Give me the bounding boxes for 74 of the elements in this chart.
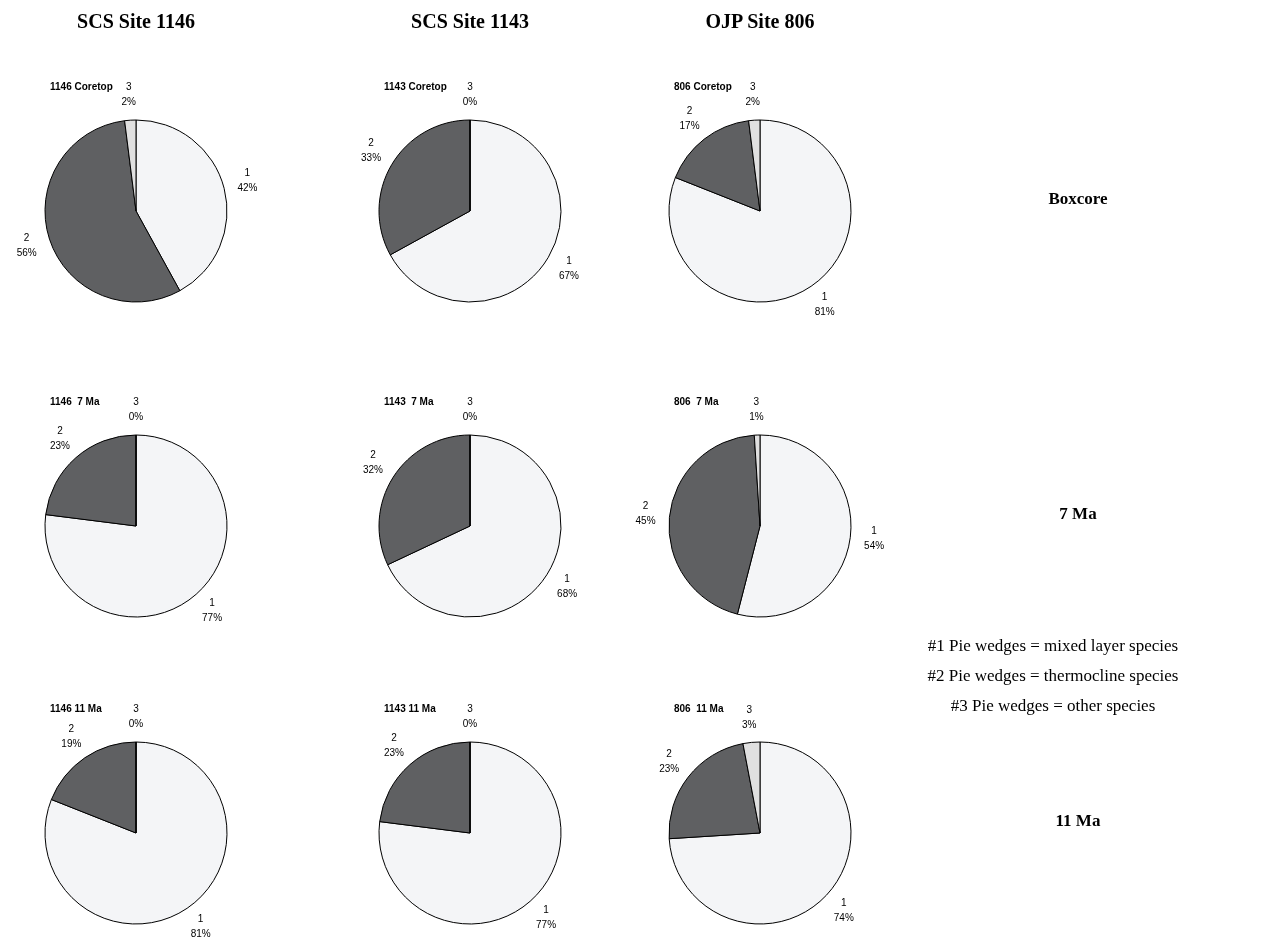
slice-label: 2: [642, 500, 649, 512]
data-label: 32%: [362, 464, 384, 476]
data-label: 3%: [741, 718, 757, 730]
slice-label: 3: [746, 703, 753, 715]
chart-title: 1143 7 Ma: [384, 396, 434, 407]
data-label: 68%: [557, 587, 578, 599]
data-label: 33%: [361, 152, 382, 164]
chart-title: 806 Coretop: [674, 81, 732, 92]
slice-label: 2: [391, 731, 398, 743]
chart-title: 1143 11 Ma: [384, 703, 437, 714]
data-label: 23%: [49, 439, 71, 451]
text: Boxcore: [1048, 189, 1109, 208]
slice-label: 3: [126, 81, 132, 93]
slice-label: 1: [209, 597, 216, 609]
data-label: 77%: [536, 919, 557, 931]
data-label: 81%: [814, 306, 835, 318]
data-label: 19%: [61, 737, 82, 749]
data-label: 23%: [383, 746, 405, 758]
data-label: 17%: [679, 120, 700, 132]
chart-title: 1146 11 Ma: [50, 703, 103, 714]
text: OJP Site 806: [705, 10, 815, 32]
data-label: 54%: [864, 540, 885, 552]
data-label: 1%: [749, 411, 764, 423]
text: 0%: [462, 718, 478, 729]
data-label: 77%: [202, 612, 223, 624]
slice-label: 2: [368, 137, 375, 149]
category-label: 3: [467, 81, 473, 92]
slice-label: 2: [686, 105, 693, 117]
slice-label: 2: [666, 747, 673, 759]
pie-slice: [668, 119, 852, 303]
slice-label: 2: [68, 722, 75, 734]
chart-title: 1146 7 Ma: [50, 396, 100, 407]
category-label: 3: [133, 396, 139, 407]
text: 0%: [128, 411, 144, 422]
data-label: 2%: [121, 96, 137, 108]
chart-title: 1146 Coretop: [50, 81, 113, 92]
slice-label: 2: [23, 231, 30, 243]
chart-title: 806 11 Ma: [674, 703, 724, 714]
slice-label: 1: [821, 291, 828, 303]
data-label: 67%: [558, 269, 580, 281]
slice-label: 1: [564, 572, 571, 584]
slice-label: 1: [244, 167, 251, 179]
category-label: 3: [467, 703, 473, 714]
text: 0%: [128, 718, 144, 729]
data-label: 2%: [745, 96, 761, 108]
text: SCS Site 1143: [411, 10, 529, 32]
slice-label: 1: [197, 913, 204, 925]
text: #3 Pie wedges = other species: [950, 696, 1156, 715]
data-label: 45%: [635, 515, 656, 527]
text: SCS Site 1146: [77, 10, 195, 32]
data-label: 23%: [659, 762, 680, 774]
pie-slice: [44, 741, 228, 925]
text: 0%: [462, 411, 478, 422]
slice-label: 3: [750, 81, 756, 93]
slice-label: 1: [566, 254, 573, 266]
chart-title: 1143 Coretop: [384, 81, 447, 92]
data-label: 56%: [16, 246, 37, 258]
slice-label: 1: [841, 896, 848, 908]
data-label: 42%: [237, 182, 258, 194]
category-label: 3: [467, 396, 473, 407]
slice-label: 3: [753, 396, 760, 408]
data-label: 74%: [833, 911, 854, 923]
data-label: 81%: [190, 928, 211, 940]
slice-label: 2: [370, 449, 377, 461]
text: #2 Pie wedges = thermocline species: [927, 666, 1179, 685]
slice-label: 1: [543, 904, 550, 916]
text: #1 Pie wedges = mixed layer species: [927, 636, 1179, 655]
slice-label: 2: [57, 424, 64, 436]
text: 7 Ma: [1059, 504, 1098, 523]
text: 11 Ma: [1055, 811, 1101, 830]
text: 0%: [462, 96, 478, 107]
chart-title: 806 7 Ma: [674, 396, 719, 407]
category-label: 3: [133, 703, 139, 714]
slice-label: 1: [871, 525, 878, 537]
